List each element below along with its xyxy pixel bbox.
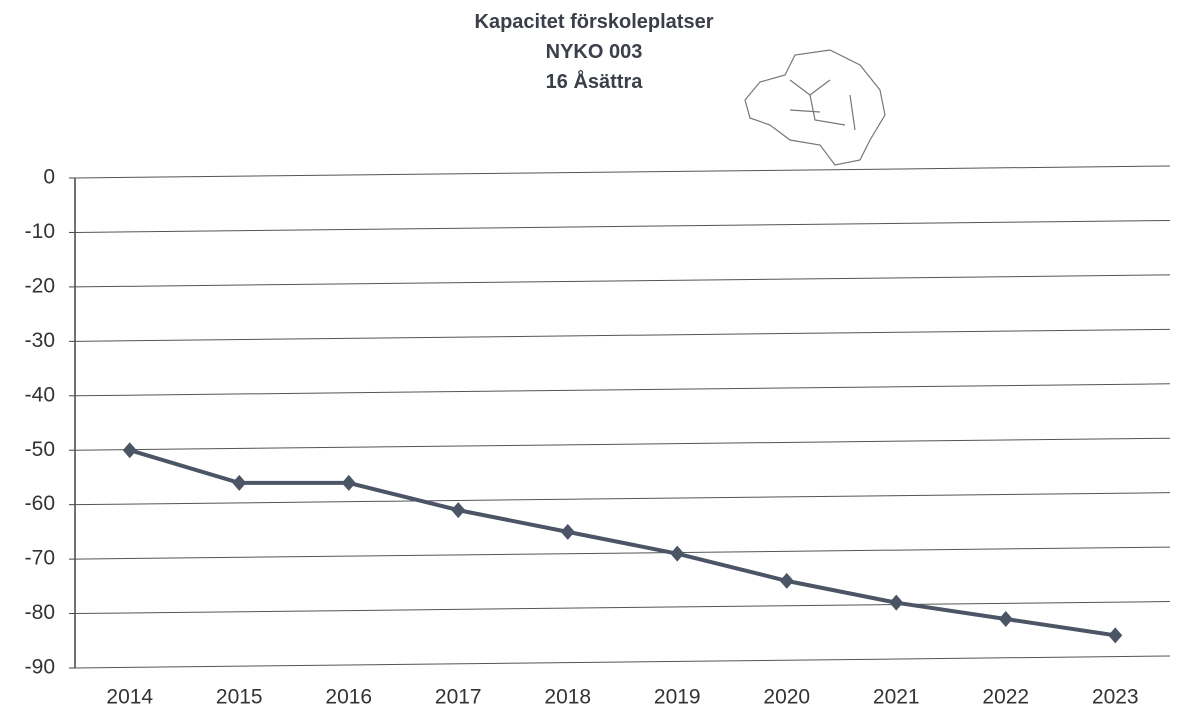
x-tick-label: 2016 xyxy=(325,686,372,709)
x-tick-label: 2014 xyxy=(106,686,153,709)
x-tick-label: 2022 xyxy=(982,686,1029,709)
grid-line xyxy=(74,219,1171,233)
data-point xyxy=(779,572,794,589)
grid-line xyxy=(74,601,1171,615)
data-point xyxy=(998,611,1013,627)
x-tick-label: 2019 xyxy=(654,686,701,709)
y-tick-label: -70 xyxy=(25,547,55,570)
grid-line xyxy=(74,437,1171,451)
y-tick-label: -90 xyxy=(25,656,55,679)
y-tick-label: -40 xyxy=(25,383,55,406)
data-point xyxy=(560,523,575,540)
grid-line xyxy=(74,274,1171,288)
y-tick-label: -80 xyxy=(25,601,55,624)
data-point xyxy=(1108,627,1123,644)
x-tick-label: 2020 xyxy=(763,686,810,709)
grid-line xyxy=(74,165,1171,179)
data-point xyxy=(122,442,137,459)
y-tick-label: -10 xyxy=(25,220,55,243)
grid-line xyxy=(74,492,1171,506)
x-tick-label: 2017 xyxy=(435,686,482,709)
y-tick-label: -50 xyxy=(25,438,55,461)
grid-line xyxy=(74,328,1171,342)
data-point xyxy=(232,474,247,491)
grid-line xyxy=(74,546,1171,560)
y-tick-label: -60 xyxy=(25,492,55,515)
x-tick-label: 2018 xyxy=(544,686,591,709)
data-point xyxy=(889,594,904,611)
chart-title: Kapacitet förskoleplatser xyxy=(475,11,714,33)
x-tick-label: 2023 xyxy=(1092,686,1139,709)
y-tick-label: -20 xyxy=(25,274,55,297)
series-line xyxy=(129,448,1116,638)
data-point xyxy=(451,502,466,519)
x-tick-label: 2021 xyxy=(873,686,920,709)
map-decoration xyxy=(744,49,886,166)
grid-line xyxy=(74,655,1171,669)
chart-subtitle: NYKO 003 xyxy=(546,41,643,63)
x-tick-label: 2015 xyxy=(216,686,263,709)
data-point xyxy=(341,474,356,491)
data-point xyxy=(670,545,685,562)
y-tick-label: 0 xyxy=(43,166,55,189)
y-tick-label: -30 xyxy=(25,329,55,352)
chart-subtitle: 16 Åsättra xyxy=(546,69,644,93)
grid-line xyxy=(74,383,1171,397)
